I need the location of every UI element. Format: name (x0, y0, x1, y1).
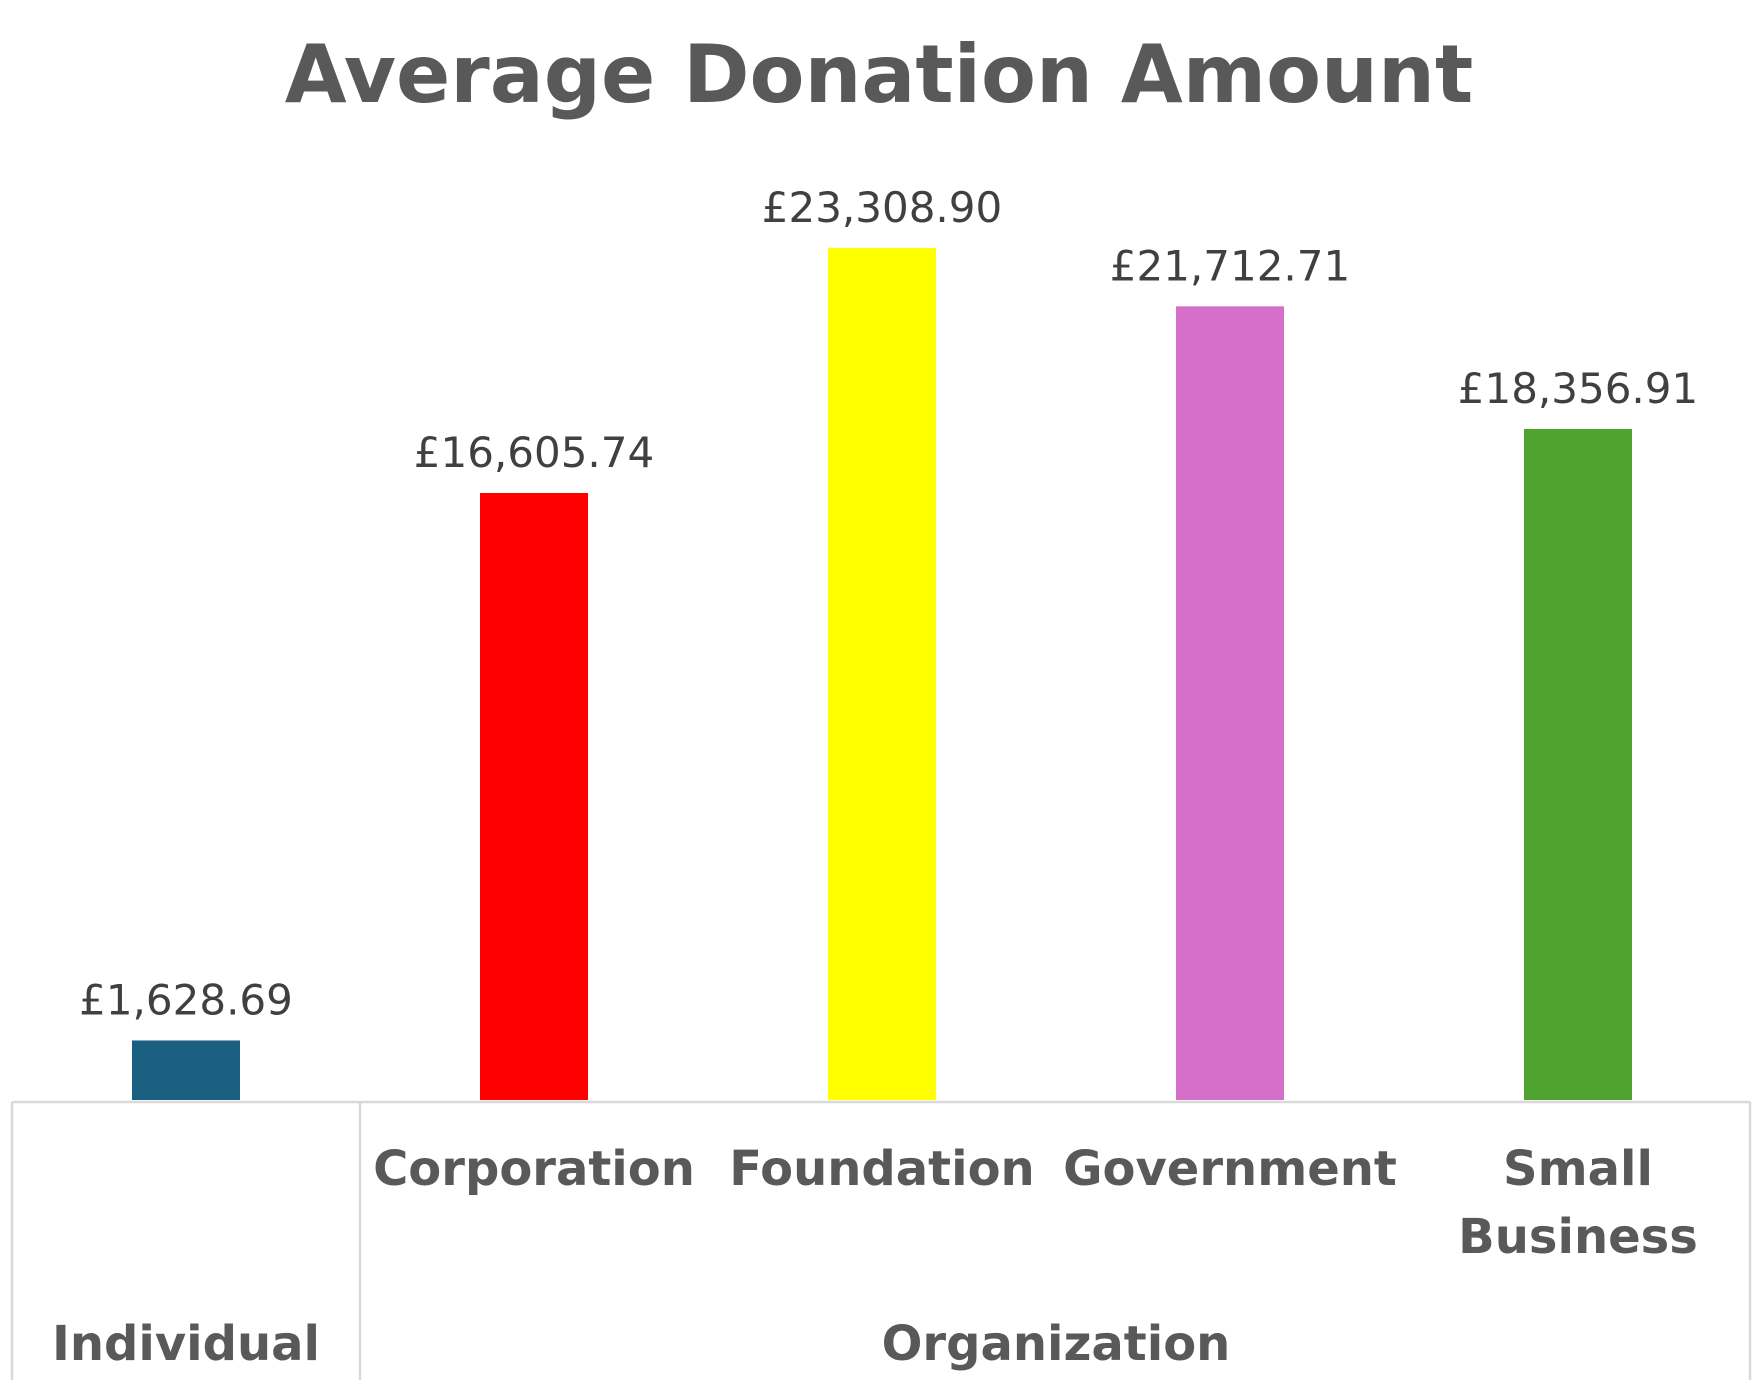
bars-layer (132, 248, 1632, 1100)
bar-4 (1176, 306, 1284, 1100)
category-label-4: Government (1063, 1141, 1397, 1197)
category-label-5: Small Business (1458, 1141, 1698, 1265)
data-label-2: £16,605.74 (414, 428, 654, 477)
group-label-1: Individual (52, 1316, 320, 1372)
data-label-5: £18,356.91 (1458, 364, 1698, 413)
data-label-1: £1,628.69 (79, 975, 293, 1024)
data-label-4: £21,712.71 (1110, 241, 1350, 290)
data-labels-layer: £1,628.69 £16,605.74 £23,308.90 £21,712.71 £… (79, 183, 1698, 1024)
category-label-2: Corporation (373, 1141, 695, 1197)
bar-5 (1524, 429, 1632, 1100)
category-label-3: Foundation (729, 1141, 1034, 1197)
group-label-2: Organization (882, 1316, 1231, 1372)
chart-title: Average Donation Amount (285, 28, 1473, 121)
category-axis: Corporation Foundation Government Small Busi… (10, 1100, 1752, 1380)
data-label-3: £23,308.90 (762, 183, 1002, 232)
bar-1 (132, 1040, 240, 1100)
bar-2 (480, 493, 588, 1100)
bar-3 (828, 248, 936, 1100)
